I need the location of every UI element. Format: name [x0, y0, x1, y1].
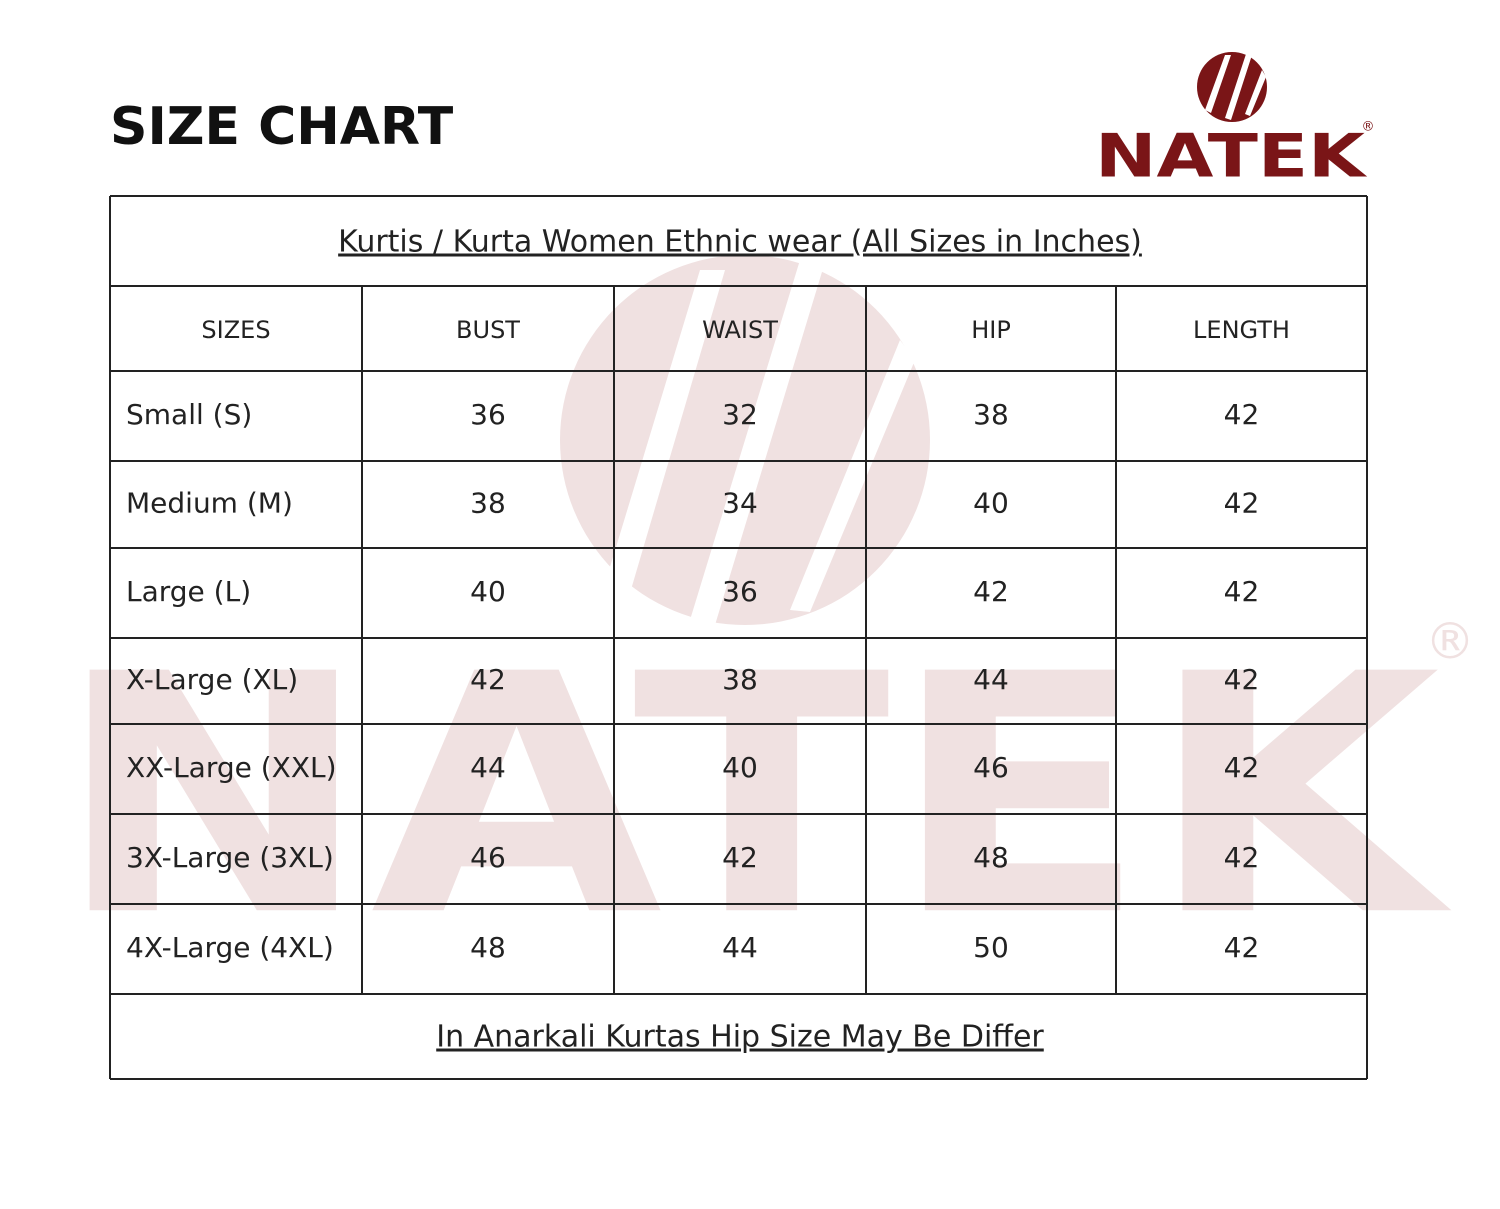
page-title: SIZE CHART: [110, 97, 454, 157]
column-header: LENGTH: [1193, 316, 1290, 344]
measurement: 42: [1224, 841, 1260, 874]
measurement: 40: [722, 751, 758, 784]
logo-text: NATEK: [1095, 122, 1368, 192]
size-label: Medium (M): [126, 487, 293, 520]
measurement: 40: [470, 575, 506, 608]
logo-stripes: [1205, 54, 1266, 120]
watermark-registered: ®: [1425, 613, 1475, 671]
measurement: 46: [470, 841, 506, 874]
measurement: 32: [722, 398, 758, 431]
measurement: 42: [1224, 931, 1260, 964]
column-header: SIZES: [201, 316, 270, 344]
size-label: 3X-Large (3XL): [126, 841, 334, 874]
brand-logo: NATEK ®: [1095, 52, 1375, 192]
measurement: 42: [1224, 487, 1260, 520]
measurement: 42: [973, 575, 1009, 608]
column-header: WAIST: [702, 316, 778, 344]
size-label: 4X-Large (4XL): [126, 931, 334, 964]
logo-registered: ®: [1362, 120, 1375, 135]
size-label: XX-Large (XXL): [126, 751, 337, 784]
measurement: 44: [973, 663, 1009, 696]
measurement: 42: [1224, 575, 1260, 608]
size-label: Large (L): [126, 575, 251, 608]
measurement: 50: [973, 931, 1009, 964]
measurement: 44: [722, 931, 758, 964]
measurement: 44: [470, 751, 506, 784]
watermark: NATEK ®: [55, 255, 1475, 988]
measurement: 42: [1224, 398, 1260, 431]
column-header: BUST: [456, 316, 520, 344]
measurement: 48: [470, 931, 506, 964]
measurement: 42: [470, 663, 506, 696]
measurement: 34: [722, 487, 758, 520]
measurement: 38: [722, 663, 758, 696]
size-label: Small (S): [126, 398, 252, 431]
watermark-stripes: [600, 260, 915, 625]
measurement: 42: [722, 841, 758, 874]
measurement: 42: [1224, 663, 1260, 696]
size-table: Kurtis / Kurta Women Ethnic wear (All Si…: [109, 195, 1368, 1080]
watermark-text: NATEK: [55, 604, 1454, 988]
size-label: X-Large (XL): [126, 663, 298, 696]
measurement: 36: [470, 398, 506, 431]
measurement: 48: [973, 841, 1009, 874]
measurement: 40: [973, 487, 1009, 520]
measurement: 36: [722, 575, 758, 608]
column-header: HIP: [971, 316, 1011, 344]
measurement: 38: [973, 398, 1009, 431]
measurement: 46: [973, 751, 1009, 784]
measurement: 38: [470, 487, 506, 520]
footnote: In Anarkali Kurtas Hip Size May Be Diffe…: [436, 1020, 1044, 1055]
measurement: 42: [1224, 751, 1260, 784]
table-caption: Kurtis / Kurta Women Ethnic wear (All Si…: [338, 225, 1142, 260]
